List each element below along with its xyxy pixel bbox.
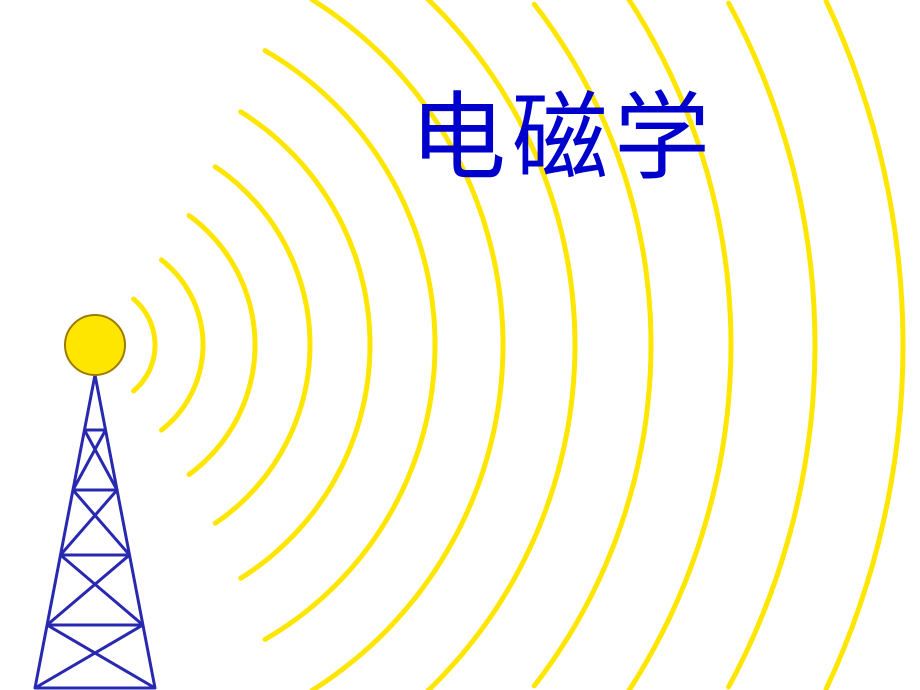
electromagnetics-slide: 电磁学 xyxy=(0,0,920,690)
transmission-tower xyxy=(35,375,155,688)
slide-title: 电磁学 xyxy=(410,60,716,199)
antenna-bulb-icon xyxy=(65,315,125,375)
